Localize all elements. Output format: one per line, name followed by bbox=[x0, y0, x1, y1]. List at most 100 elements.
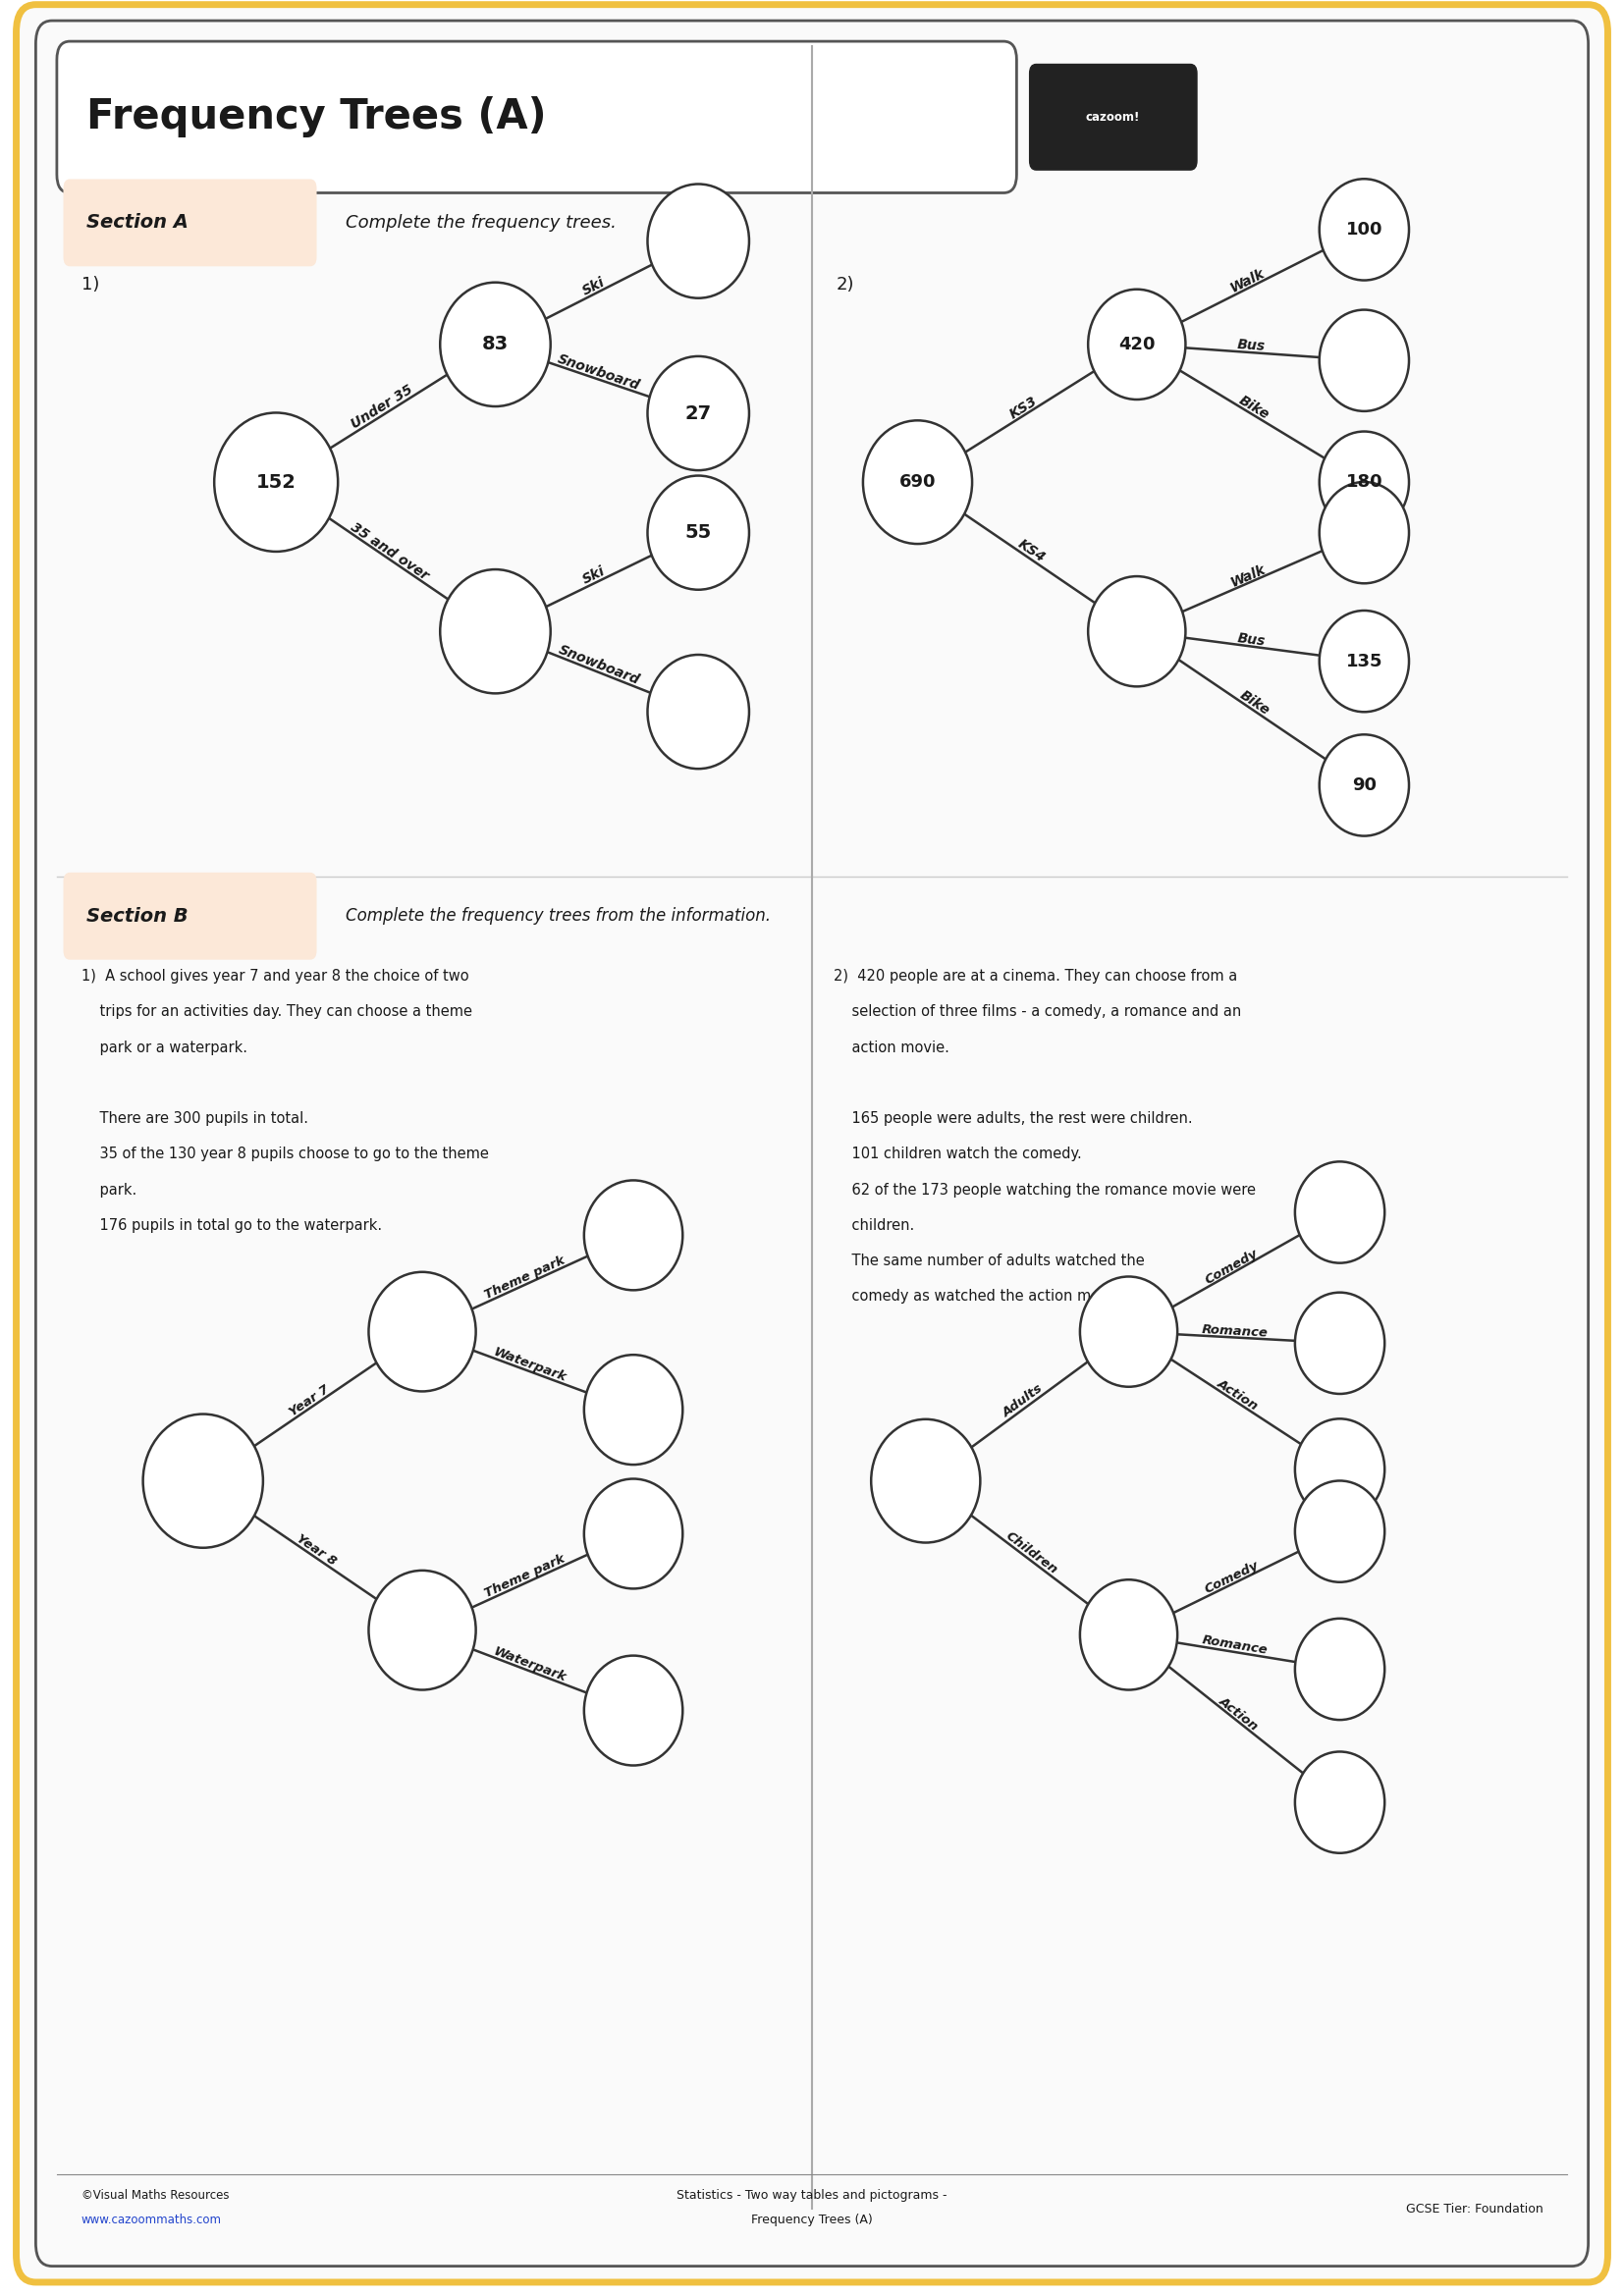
Text: Bus: Bus bbox=[1236, 631, 1267, 647]
Text: Waterpark: Waterpark bbox=[492, 1345, 568, 1384]
Text: 1)  A school gives year 7 and year 8 the choice of two: 1) A school gives year 7 and year 8 the … bbox=[81, 969, 469, 983]
Ellipse shape bbox=[648, 654, 749, 769]
Ellipse shape bbox=[440, 282, 551, 406]
Ellipse shape bbox=[1080, 1277, 1177, 1387]
Text: Ski: Ski bbox=[580, 565, 607, 588]
Text: selection of three films - a comedy, a romance and an: selection of three films - a comedy, a r… bbox=[833, 1006, 1241, 1019]
Text: Ski: Ski bbox=[580, 276, 607, 298]
Text: 90: 90 bbox=[1351, 776, 1377, 794]
Text: www.cazoommaths.com: www.cazoommaths.com bbox=[81, 2213, 221, 2227]
Ellipse shape bbox=[648, 356, 749, 471]
Text: 62 of the 173 people watching the romance movie were: 62 of the 173 people watching the romanc… bbox=[833, 1182, 1255, 1196]
Text: Frequency Trees (A): Frequency Trees (A) bbox=[86, 96, 546, 138]
Ellipse shape bbox=[870, 1419, 981, 1543]
Text: 420: 420 bbox=[1119, 335, 1155, 354]
Text: Action: Action bbox=[1216, 1694, 1260, 1733]
Text: Section B: Section B bbox=[86, 907, 188, 925]
Text: 83: 83 bbox=[482, 335, 508, 354]
FancyBboxPatch shape bbox=[16, 5, 1608, 2282]
Text: Action: Action bbox=[1215, 1378, 1260, 1414]
Ellipse shape bbox=[585, 1655, 682, 1766]
Text: Bike: Bike bbox=[1237, 689, 1272, 719]
Text: Year 7: Year 7 bbox=[287, 1382, 331, 1419]
Text: KS3: KS3 bbox=[1007, 393, 1039, 420]
Text: 1): 1) bbox=[81, 276, 99, 294]
Ellipse shape bbox=[1294, 1752, 1385, 1853]
Text: Comedy: Comedy bbox=[1202, 1247, 1260, 1286]
Text: Complete the frequency trees.: Complete the frequency trees. bbox=[346, 214, 617, 232]
Ellipse shape bbox=[1319, 432, 1410, 533]
Ellipse shape bbox=[585, 1355, 682, 1465]
Ellipse shape bbox=[1319, 310, 1410, 411]
Ellipse shape bbox=[369, 1272, 476, 1391]
Text: Bus: Bus bbox=[1236, 338, 1265, 354]
Text: Year 8: Year 8 bbox=[294, 1531, 338, 1568]
Text: There are 300 pupils in total.: There are 300 pupils in total. bbox=[81, 1111, 309, 1125]
Ellipse shape bbox=[214, 413, 338, 551]
Ellipse shape bbox=[862, 420, 973, 544]
Text: 27: 27 bbox=[685, 404, 711, 422]
Text: Adults: Adults bbox=[1000, 1382, 1046, 1421]
Text: Frequency Trees (A): Frequency Trees (A) bbox=[752, 2213, 872, 2227]
Text: trips for an activities day. They can choose a theme: trips for an activities day. They can ch… bbox=[81, 1006, 473, 1019]
Text: Snowboard: Snowboard bbox=[557, 643, 641, 687]
Text: children.: children. bbox=[833, 1217, 914, 1233]
Ellipse shape bbox=[585, 1479, 682, 1589]
Ellipse shape bbox=[369, 1570, 476, 1690]
Ellipse shape bbox=[1080, 1580, 1177, 1690]
Ellipse shape bbox=[1294, 1162, 1385, 1263]
Text: Section A: Section A bbox=[86, 214, 188, 232]
Ellipse shape bbox=[143, 1414, 263, 1548]
Text: 101 children watch the comedy.: 101 children watch the comedy. bbox=[833, 1148, 1082, 1162]
Text: 35 of the 130 year 8 pupils choose to go to the theme: 35 of the 130 year 8 pupils choose to go… bbox=[81, 1148, 489, 1162]
Text: Romance: Romance bbox=[1202, 1322, 1268, 1339]
Text: 176 pupils in total go to the waterpark.: 176 pupils in total go to the waterpark. bbox=[81, 1217, 382, 1233]
Text: Romance: Romance bbox=[1202, 1635, 1268, 1658]
Ellipse shape bbox=[1319, 482, 1410, 583]
Text: 55: 55 bbox=[685, 523, 711, 542]
Text: Under 35: Under 35 bbox=[349, 383, 416, 432]
Ellipse shape bbox=[1319, 179, 1410, 280]
Text: Walk: Walk bbox=[1228, 266, 1267, 296]
Text: 135: 135 bbox=[1346, 652, 1382, 670]
Text: 100: 100 bbox=[1346, 220, 1382, 239]
Text: park or a waterpark.: park or a waterpark. bbox=[81, 1040, 247, 1054]
Ellipse shape bbox=[585, 1180, 682, 1290]
Text: The same number of adults watched the: The same number of adults watched the bbox=[833, 1254, 1145, 1267]
Ellipse shape bbox=[1294, 1481, 1385, 1582]
Text: KS4: KS4 bbox=[1015, 537, 1047, 565]
Text: 2)  420 people are at a cinema. They can choose from a: 2) 420 people are at a cinema. They can … bbox=[833, 969, 1237, 983]
Text: 165 people were adults, the rest were children.: 165 people were adults, the rest were ch… bbox=[833, 1111, 1192, 1125]
Ellipse shape bbox=[648, 184, 749, 298]
Ellipse shape bbox=[1088, 289, 1186, 400]
Text: 690: 690 bbox=[900, 473, 935, 491]
Text: Walk: Walk bbox=[1228, 563, 1267, 590]
Text: 2): 2) bbox=[836, 276, 854, 294]
Text: Complete the frequency trees from the information.: Complete the frequency trees from the in… bbox=[346, 907, 771, 925]
Text: Statistics - Two way tables and pictograms -: Statistics - Two way tables and pictogra… bbox=[677, 2188, 947, 2202]
FancyBboxPatch shape bbox=[63, 179, 317, 266]
Text: 152: 152 bbox=[257, 473, 296, 491]
FancyBboxPatch shape bbox=[57, 41, 1017, 193]
Ellipse shape bbox=[648, 475, 749, 590]
Text: action movie.: action movie. bbox=[833, 1040, 948, 1054]
Text: Waterpark: Waterpark bbox=[492, 1644, 568, 1683]
Text: Snowboard: Snowboard bbox=[555, 351, 641, 393]
Text: GCSE Tier: Foundation: GCSE Tier: Foundation bbox=[1406, 2202, 1543, 2216]
Text: Theme park: Theme park bbox=[482, 1552, 567, 1600]
Text: 35 and over: 35 and over bbox=[348, 519, 430, 583]
FancyBboxPatch shape bbox=[1030, 64, 1197, 170]
Text: ©Visual Maths Resources: ©Visual Maths Resources bbox=[81, 2188, 229, 2202]
FancyBboxPatch shape bbox=[63, 872, 317, 960]
Ellipse shape bbox=[1319, 735, 1410, 836]
Text: 180: 180 bbox=[1346, 473, 1382, 491]
Ellipse shape bbox=[1294, 1293, 1385, 1394]
Text: Theme park: Theme park bbox=[482, 1254, 567, 1302]
Ellipse shape bbox=[1088, 576, 1186, 687]
Ellipse shape bbox=[1294, 1419, 1385, 1520]
Text: cazoom!: cazoom! bbox=[1085, 110, 1140, 124]
Text: Bike: Bike bbox=[1236, 393, 1272, 422]
Text: Comedy: Comedy bbox=[1202, 1559, 1260, 1596]
Ellipse shape bbox=[1294, 1619, 1385, 1720]
Text: Children: Children bbox=[1002, 1529, 1059, 1577]
